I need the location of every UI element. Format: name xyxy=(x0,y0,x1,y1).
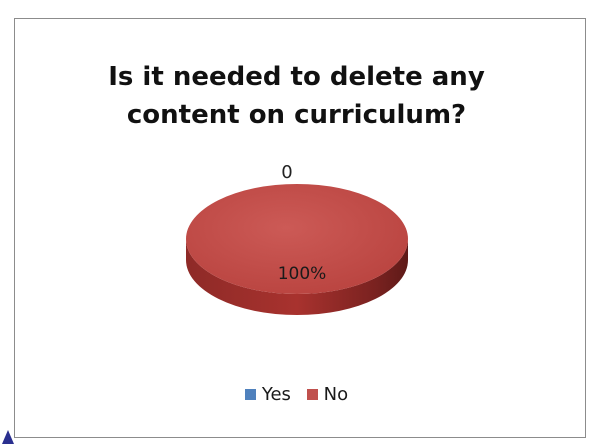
data-label-no: 100% xyxy=(278,264,327,284)
chart-title-line-1: Is it needed to delete any xyxy=(108,62,485,92)
data-label-group: 0 100% xyxy=(278,162,327,284)
pie-slice-no xyxy=(186,184,408,294)
legend-item-no: No xyxy=(306,384,349,405)
chart-legend: Yes No xyxy=(0,384,593,405)
legend-label-no: No xyxy=(323,384,349,405)
pie-group xyxy=(186,184,408,315)
legend-label-yes: Yes xyxy=(261,384,291,405)
chart-title: Is it needed to delete any content on cu… xyxy=(0,58,593,134)
legend-swatch-no xyxy=(306,389,318,400)
legend-item-yes: Yes xyxy=(244,384,291,405)
corner-arrow-icon xyxy=(2,430,14,444)
pie-slice-side-no xyxy=(186,239,408,315)
data-label-yes: 0 xyxy=(281,162,292,183)
legend-swatch-yes xyxy=(244,389,256,400)
chart-title-line-2: content on curriculum? xyxy=(126,100,467,130)
